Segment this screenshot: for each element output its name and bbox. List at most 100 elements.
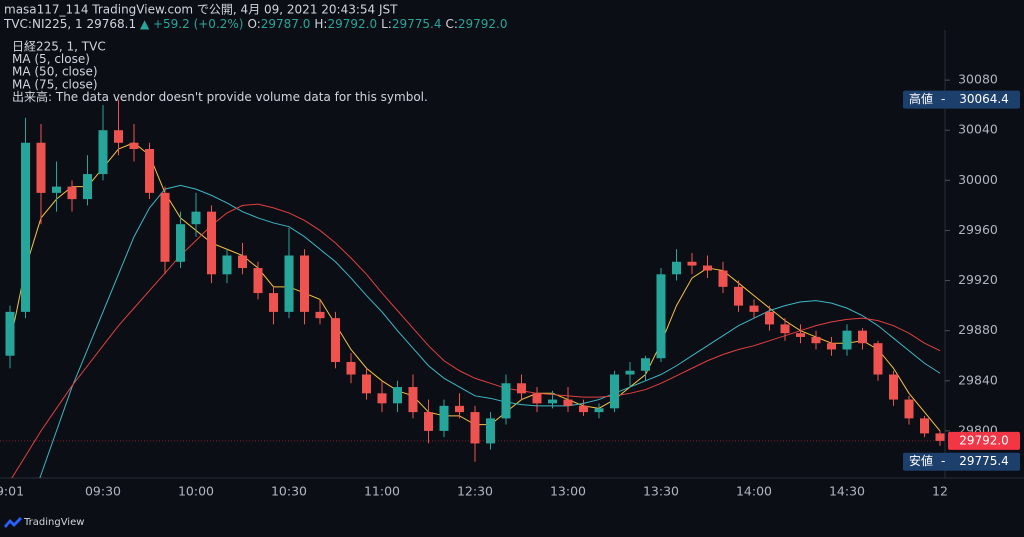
candle-body xyxy=(904,399,914,419)
candle-body xyxy=(300,255,309,312)
candle-body xyxy=(346,361,356,375)
y-tick-label: 30040 xyxy=(958,122,998,137)
legend-entry: 日経225, 1, TVC xyxy=(12,40,106,54)
x-tick-label: 11:00 xyxy=(364,484,400,499)
price-label-box xyxy=(948,431,1020,450)
candle-body xyxy=(920,418,929,434)
candle-body xyxy=(238,255,247,269)
last: 29768.1 xyxy=(86,17,136,31)
candle-body xyxy=(811,336,821,344)
x-tick-label: 12 xyxy=(932,484,948,499)
candle-body xyxy=(52,186,61,193)
legend-entry: MA (5, close) xyxy=(12,52,90,66)
candle-body xyxy=(796,333,805,337)
candle-body xyxy=(656,274,666,359)
price-label-value: 30064.4 xyxy=(959,92,1009,106)
header-quote: TVC:NI225, 1 29768.1 ▲ +59.2 (+0.2%) O:29… xyxy=(3,17,508,31)
candle-body xyxy=(207,211,216,275)
price-label-text: 高値 xyxy=(909,91,933,106)
candle-body xyxy=(377,393,387,404)
candle-body xyxy=(160,192,170,262)
ohlc-value: 29787.0 xyxy=(261,17,311,31)
candle-body xyxy=(579,405,588,413)
candle-body xyxy=(36,142,46,193)
ohlc-label: H: xyxy=(314,17,327,31)
y-tick-label: 29920 xyxy=(958,272,998,287)
candle-body xyxy=(362,374,371,394)
candle-body xyxy=(315,311,325,319)
x-tick-label: 13:00 xyxy=(550,484,586,499)
symbol: TVC:NI225, 1 xyxy=(3,17,83,31)
candle-body xyxy=(269,293,278,312)
candle-body xyxy=(718,270,728,287)
candle-body xyxy=(331,318,340,362)
ohlc: O:29787.0 H:29792.0 L:29775.4 C:29792.0 xyxy=(247,17,507,31)
ohlc-value: 29792.0 xyxy=(458,17,508,31)
price-label-sep: - xyxy=(941,92,945,106)
candle-body xyxy=(470,412,480,444)
price-label-sep: - xyxy=(941,454,945,468)
candle-body xyxy=(5,311,15,356)
candle-body xyxy=(253,268,263,294)
candle-body xyxy=(548,399,557,404)
y-tick-label: 29960 xyxy=(958,222,998,237)
candle-body xyxy=(145,149,154,193)
candle-body xyxy=(765,311,774,325)
price-label-value: 29775.4 xyxy=(959,454,1009,468)
candle-body xyxy=(935,433,945,441)
candle-body xyxy=(641,358,650,371)
x-tick-label: 10:00 xyxy=(178,484,214,499)
x-tick-label: 13:30 xyxy=(643,484,679,499)
candle-body xyxy=(98,130,108,175)
candle-body xyxy=(408,387,418,413)
candle-body xyxy=(858,330,867,344)
logo xyxy=(4,517,22,528)
change: ▲ +59.2 (+0.2%) xyxy=(140,17,244,31)
candle-body xyxy=(424,412,433,431)
candle-body xyxy=(222,255,232,275)
candle-body xyxy=(191,211,201,225)
legend-entry: MA (75, close) xyxy=(12,77,98,91)
candle-body xyxy=(610,374,619,409)
candle-body xyxy=(873,343,883,375)
logo-icon xyxy=(4,517,22,528)
footer-brand: TradingView xyxy=(23,517,84,528)
candle-body xyxy=(889,374,898,400)
candle-body xyxy=(393,387,402,404)
candle-body xyxy=(114,130,123,143)
candle-body xyxy=(780,324,790,334)
ohlc-value: 29775.4 xyxy=(392,17,442,31)
candle-body xyxy=(486,418,495,444)
candle-body xyxy=(455,405,464,413)
candle-body xyxy=(284,255,294,312)
price-label-text: 安値 xyxy=(909,453,933,468)
x-tick-label: 12:30 xyxy=(457,484,493,499)
y-tick-label: 29880 xyxy=(958,322,998,337)
x-tick-label: 14:00 xyxy=(736,484,772,499)
candle-body xyxy=(827,343,836,350)
candle-body xyxy=(563,399,573,406)
ohlc-label: O: xyxy=(247,17,260,31)
candle-body xyxy=(687,261,697,266)
x-tick-label: 10:30 xyxy=(271,484,307,499)
ohlc-value: 29792.0 xyxy=(327,17,377,31)
header-title: masa117_114 TradingView.com で公開, 4月 09, … xyxy=(4,3,398,17)
candle-body xyxy=(517,383,526,394)
price-label-value: 29792.0 xyxy=(959,433,1009,447)
candle-body xyxy=(83,174,92,200)
legend-entry: 出来高: The data vendor doesn't provide vol… xyxy=(12,89,428,104)
candle-body xyxy=(439,405,449,431)
ohlc-label: L: xyxy=(381,17,392,31)
candle-body xyxy=(21,142,30,312)
x-tick-label: 9:01 xyxy=(0,484,24,499)
x-tick-label: 09:30 xyxy=(85,484,121,499)
candle-body xyxy=(129,142,139,150)
candle-body xyxy=(67,186,77,200)
candle-body xyxy=(703,265,712,271)
candle-body xyxy=(501,383,511,419)
x-tick-label: 14:30 xyxy=(829,484,865,499)
y-tick-label: 30080 xyxy=(958,72,998,87)
candle-body xyxy=(842,330,852,350)
candle-body xyxy=(594,408,604,413)
ohlc-label: C: xyxy=(445,17,457,31)
